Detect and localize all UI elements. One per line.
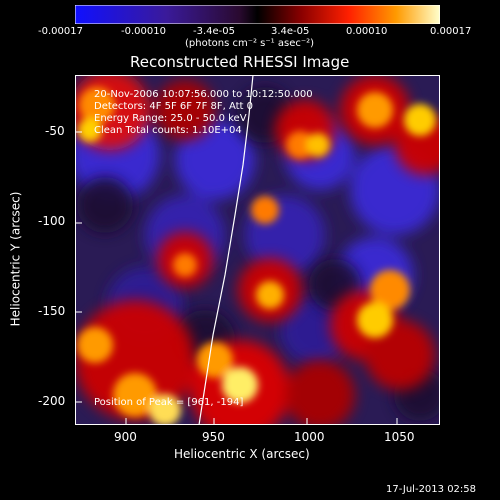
x-tick-1050: 1050	[384, 430, 415, 444]
x-tick-1000: 1000	[294, 430, 325, 444]
info-line-3: Energy Range: 25.0 - 50.0 keV	[94, 113, 247, 124]
info-line-1: 20-Nov-2006 10:07:56.000 to 10:12:50.000	[94, 89, 313, 100]
colorbar	[75, 5, 440, 24]
x-tick-900: 900	[114, 430, 137, 444]
y-tick-neg150: -150	[38, 304, 66, 318]
colorbar-tick-5: 0.00010	[346, 26, 388, 37]
peak-position: Position of Peak = [961, -194]	[94, 397, 244, 408]
y-tick-neg200: -200	[38, 394, 66, 408]
colorbar-units: (photons cm⁻² s⁻¹ asec⁻²)	[185, 38, 315, 49]
info-line-2: Detectors: 4F 5F 6F 7F 8F, Att 0	[94, 101, 254, 112]
colorbar-tick-6: 0.00017	[430, 26, 472, 37]
x-axis-label: Heliocentric X (arcsec)	[174, 447, 310, 461]
colorbar-tick-1: -0.00017	[38, 26, 83, 37]
y-tick-neg50: -50	[45, 124, 65, 138]
colorbar-tick-3: -3.4e-05	[193, 26, 235, 37]
y-tick-neg100: -100	[38, 214, 66, 228]
footer-timestamp: 17-Jul-2013 02:58	[386, 484, 477, 495]
image-title: Reconstructed RHESSI Image	[130, 53, 350, 71]
x-tick-950: 950	[202, 430, 225, 444]
rhessi-image	[75, 75, 440, 425]
colorbar-tick-4: 3.4e-05	[271, 26, 310, 37]
y-axis-label: Heliocentric Y (arcsec)	[8, 191, 23, 327]
info-line-4: Clean Total counts: 1.10E+04	[94, 125, 242, 136]
colorbar-tick-2: -0.00010	[121, 26, 166, 37]
